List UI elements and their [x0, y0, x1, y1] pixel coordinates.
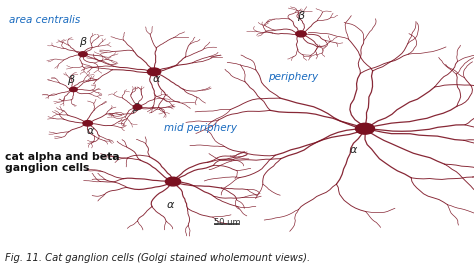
Text: β: β — [79, 37, 87, 47]
Text: α: α — [153, 74, 160, 83]
Text: periphery: periphery — [268, 72, 318, 82]
Text: β: β — [66, 75, 74, 85]
Circle shape — [356, 123, 374, 134]
Text: cat alpha and beta
ganglion cells: cat alpha and beta ganglion cells — [5, 152, 119, 173]
Text: mid periphery: mid periphery — [164, 123, 237, 133]
Circle shape — [83, 121, 92, 126]
Text: α: α — [86, 127, 94, 136]
Text: area centralis: area centralis — [9, 15, 81, 25]
Text: β: β — [131, 104, 139, 113]
Text: 50 um: 50 um — [214, 218, 241, 227]
Circle shape — [79, 52, 87, 57]
Circle shape — [165, 177, 181, 186]
Text: Fig. 11. Cat ganglion cells (Golgi stained wholemount views).: Fig. 11. Cat ganglion cells (Golgi stain… — [5, 253, 310, 263]
Circle shape — [133, 105, 142, 109]
Circle shape — [147, 68, 161, 76]
Text: α: α — [349, 146, 357, 155]
Text: α: α — [167, 200, 174, 209]
Circle shape — [70, 87, 77, 92]
Text: β: β — [297, 11, 305, 21]
Circle shape — [296, 31, 306, 37]
